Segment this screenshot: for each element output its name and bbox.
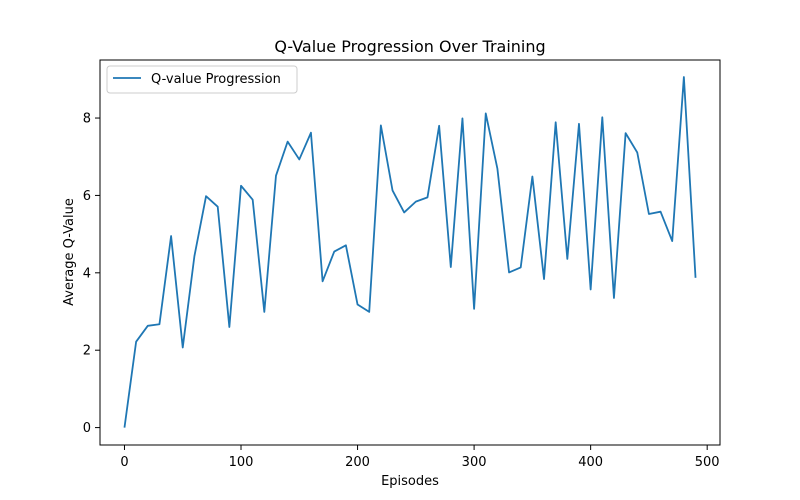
x-tick-label: 500: [695, 455, 720, 470]
x-tick-label: 300: [462, 455, 487, 470]
x-tick-label: 200: [345, 455, 370, 470]
chart-title: Q-Value Progression Over Training: [274, 37, 545, 56]
legend: Q-value Progression: [106, 65, 298, 94]
y-tick-label: 6: [83, 189, 91, 204]
x-axis-label: Episodes: [381, 474, 439, 489]
plot-area: [123, 76, 697, 428]
series-line-q-value-progression: [123, 76, 697, 428]
x-axis-ticks: 0 100 200 300 400 500: [120, 445, 720, 470]
y-tick-label: 0: [83, 421, 91, 436]
y-tick-label: 4: [83, 266, 91, 281]
y-axis-ticks: 0 2 4 6 8: [83, 112, 100, 436]
legend-box: [106, 65, 298, 94]
legend-entry-label: Q-value Progression: [151, 72, 281, 87]
x-tick-label: 400: [578, 455, 603, 470]
y-tick-label: 2: [83, 344, 91, 359]
x-tick-label: 0: [120, 455, 128, 470]
axes-frame: [99, 59, 721, 446]
y-tick-label: 8: [83, 112, 91, 127]
y-axis-label: Average Q-Value: [62, 198, 77, 306]
x-tick-label: 100: [229, 455, 254, 470]
